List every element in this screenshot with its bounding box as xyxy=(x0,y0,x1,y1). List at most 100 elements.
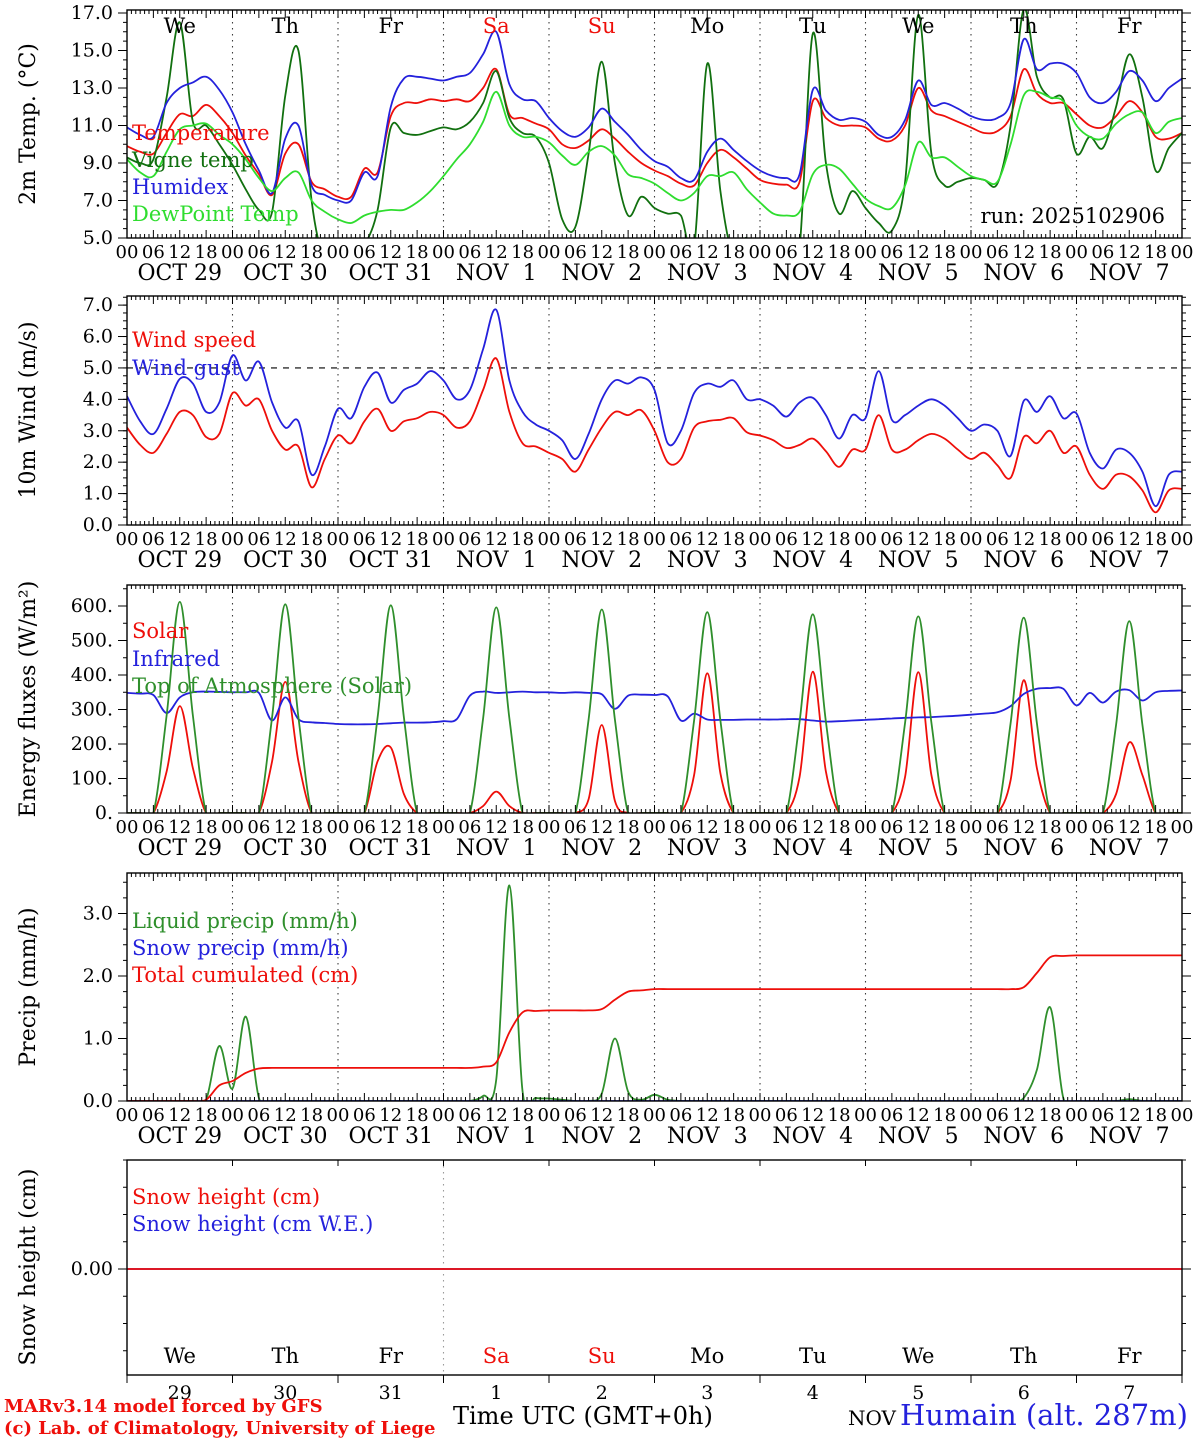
credit-lab: (c) Lab. of Climatology, University of L… xyxy=(4,1418,436,1439)
x-tick-label: 18 xyxy=(1039,242,1062,263)
x-tick-label: 12 xyxy=(696,242,719,263)
x-tick-label: 12 xyxy=(907,1105,930,1126)
x-tick-label: 12 xyxy=(485,242,508,263)
x-tick-label: 00 xyxy=(221,529,244,550)
x-tick-label: 00 xyxy=(960,242,983,263)
x-tick-label: 06 xyxy=(564,817,587,838)
x-tick-label: 12 xyxy=(274,529,297,550)
date-label: OCT 31 xyxy=(348,261,433,286)
x-tick-label: 12 xyxy=(168,817,191,838)
x-tick-label: 12 xyxy=(379,529,402,550)
y-tick-label: 5.0 xyxy=(83,227,113,249)
day-name-label: Su xyxy=(588,1344,616,1368)
panel-precip xyxy=(118,872,1191,1102)
x-tick-label: 12 xyxy=(379,1105,402,1126)
day-name-label: Th xyxy=(1010,14,1038,38)
x-tick-label: 06 xyxy=(247,1105,270,1126)
x-tick-label: 18 xyxy=(933,1105,956,1126)
y-tick-label: 3.0 xyxy=(83,903,113,925)
series-line-wind-gust xyxy=(127,308,1182,508)
series-line-solar xyxy=(127,670,1182,813)
x-tick-label: 00 xyxy=(1065,529,1088,550)
x-tick-label: 12 xyxy=(590,242,613,263)
x-tick-label: 18 xyxy=(300,817,323,838)
day-name-label: We xyxy=(164,1344,196,1368)
x-tick-label: 06 xyxy=(247,529,270,550)
x-tick-label: 06 xyxy=(880,529,903,550)
x-tick-label: 12 xyxy=(168,529,191,550)
x-tick-label: 12 xyxy=(485,529,508,550)
x-tick-label: 06 xyxy=(458,1105,481,1126)
x-tick-label: 06 xyxy=(669,242,692,263)
x-tick-label: 06 xyxy=(142,242,165,263)
day-number-label: 7 xyxy=(1123,1382,1135,1404)
x-tick-label: 12 xyxy=(485,817,508,838)
x-tick-label: 12 xyxy=(1118,242,1141,263)
x-tick-label: 06 xyxy=(458,242,481,263)
station-label: Humain (alt. 287m) xyxy=(899,1398,1188,1432)
legend-precip-total-cumulated-cm-: Total cumulated (cm) xyxy=(132,963,359,987)
panel-wind xyxy=(118,295,1191,526)
x-tick-label: 18 xyxy=(511,529,534,550)
x-tick-label: 12 xyxy=(801,529,824,550)
x-tick-label: 18 xyxy=(722,529,745,550)
day-number-label: 2 xyxy=(596,1382,608,1404)
x-tick-label: 00 xyxy=(643,1105,666,1126)
date-label: NOV 3 xyxy=(667,1124,748,1149)
x-tick-label: 12 xyxy=(590,529,613,550)
date-label: NOV 7 xyxy=(1089,548,1170,573)
day-name-label: Fr xyxy=(1117,1344,1143,1368)
date-label: NOV 5 xyxy=(878,1124,959,1149)
date-label: NOV 2 xyxy=(561,836,642,861)
x-tick-label: 06 xyxy=(986,242,1009,263)
x-tick-label: 06 xyxy=(458,529,481,550)
day-number-label: 3 xyxy=(701,1382,713,1404)
x-tick-label: 06 xyxy=(564,529,587,550)
x-tick-label: 06 xyxy=(1091,817,1114,838)
y-tick-label: 200. xyxy=(71,733,113,755)
legend-snow-snow-height-cm-: Snow height (cm) xyxy=(132,1185,321,1209)
day-name-label: Th xyxy=(271,1344,299,1368)
day-name-label: Tu xyxy=(799,1344,827,1368)
x-tick-label: 18 xyxy=(828,242,851,263)
legend-energy-top-of-atmosphere-solar-: Top of Atmosphere (Solar) xyxy=(132,674,413,698)
day-name-label: Fr xyxy=(378,1344,404,1368)
x-tick-label: 18 xyxy=(406,817,429,838)
y-tick-label: 4.0 xyxy=(83,388,113,410)
x-tick-label: 00 xyxy=(643,529,666,550)
x-tick-label: 18 xyxy=(195,1105,218,1126)
model-run-label: run: 2025102906 xyxy=(980,204,1165,228)
y-tick-label: 100. xyxy=(71,768,113,790)
x-tick-label: 00 xyxy=(643,242,666,263)
x-tick-label: 12 xyxy=(274,1105,297,1126)
x-tick-label: 06 xyxy=(1091,1105,1114,1126)
x-tick-label: 12 xyxy=(1012,1105,1035,1126)
x-tick-label: 18 xyxy=(1144,1105,1167,1126)
x-tick-label: 12 xyxy=(907,242,930,263)
x-tick-label: 00 xyxy=(432,1105,455,1126)
x-tick-label: 12 xyxy=(1118,817,1141,838)
date-label: NOV 3 xyxy=(667,548,748,573)
x-tick-label: 06 xyxy=(142,529,165,550)
x-tick-label: 00 xyxy=(1065,817,1088,838)
x-tick-label: 06 xyxy=(880,242,903,263)
x-tick-label: 06 xyxy=(353,1105,376,1126)
month-label: NOV xyxy=(848,1406,896,1430)
x-tick-label: 12 xyxy=(696,529,719,550)
y-tick-label: 7.0 xyxy=(83,190,113,212)
x-tick-label: 06 xyxy=(353,817,376,838)
y-tick-label: 7.0 xyxy=(83,294,113,316)
series-line-liquid-precip-mm-h- xyxy=(127,884,1182,1101)
y-tick-label: 400. xyxy=(71,664,113,686)
date-label: NOV 1 xyxy=(456,261,537,286)
axis-ticks xyxy=(118,873,1191,1102)
y-tick-label: 17.0 xyxy=(71,2,113,24)
y-tick-label: 15.0 xyxy=(71,40,113,62)
axis-ticks xyxy=(118,296,1191,526)
day-name-label: Sa xyxy=(483,14,510,38)
x-tick-label: 18 xyxy=(300,1105,323,1126)
date-label: OCT 30 xyxy=(243,836,328,861)
x-tick-label: 00 xyxy=(960,529,983,550)
x-tick-label: 18 xyxy=(828,817,851,838)
x-tick-label: 06 xyxy=(142,1105,165,1126)
